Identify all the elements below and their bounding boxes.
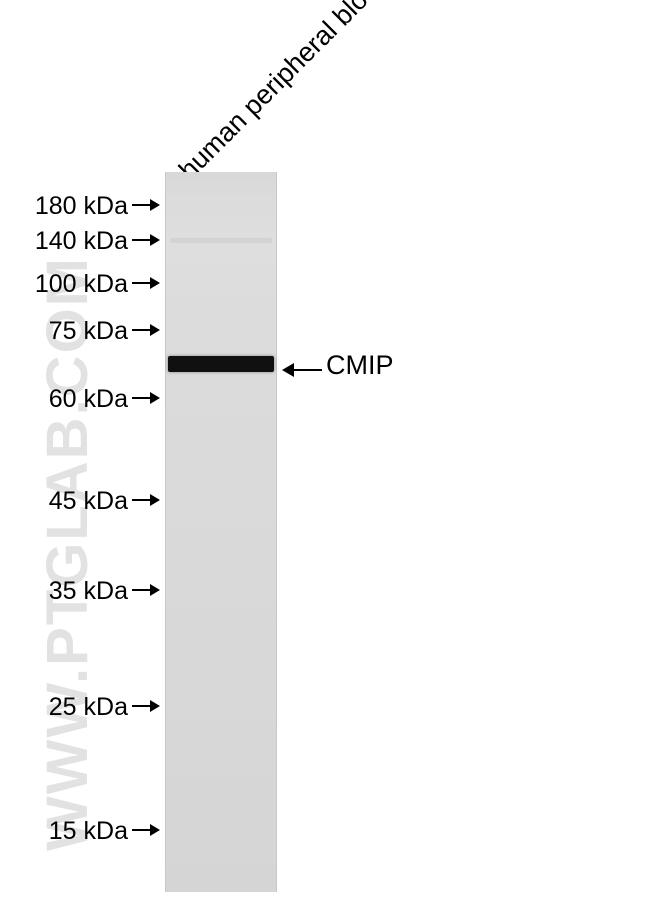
marker-label: 100 kDa (0, 270, 128, 299)
marker-label: 75 kDa (0, 317, 128, 346)
marker-label: 140 kDa (0, 227, 128, 256)
marker-label: 180 kDa (0, 192, 128, 221)
marker-arrow-icon (132, 397, 160, 399)
blot-lane (165, 172, 277, 892)
faint-band (170, 238, 272, 243)
marker-arrow-icon (132, 204, 160, 206)
marker-label: 25 kDa (0, 693, 128, 722)
marker-label: 60 kDa (0, 385, 128, 414)
marker-label: 15 kDa (0, 817, 128, 846)
marker-arrow-icon (132, 589, 160, 591)
western-blot-figure: WWW.PTGLAB.COM human peripheral blood pl… (0, 0, 650, 903)
marker-arrow-icon (132, 499, 160, 501)
band-cmip (168, 356, 274, 372)
marker-arrow-icon (132, 829, 160, 831)
marker-arrow-icon (132, 329, 160, 331)
lane-label: human peripheral blood platelets (173, 0, 472, 186)
band-label-cmip: CMIP (326, 350, 394, 381)
marker-arrow-icon (132, 239, 160, 241)
marker-label: 45 kDa (0, 487, 128, 516)
marker-arrow-icon (132, 705, 160, 707)
marker-label: 35 kDa (0, 577, 128, 606)
band-arrow-icon (282, 363, 322, 377)
marker-arrow-icon (132, 282, 160, 284)
